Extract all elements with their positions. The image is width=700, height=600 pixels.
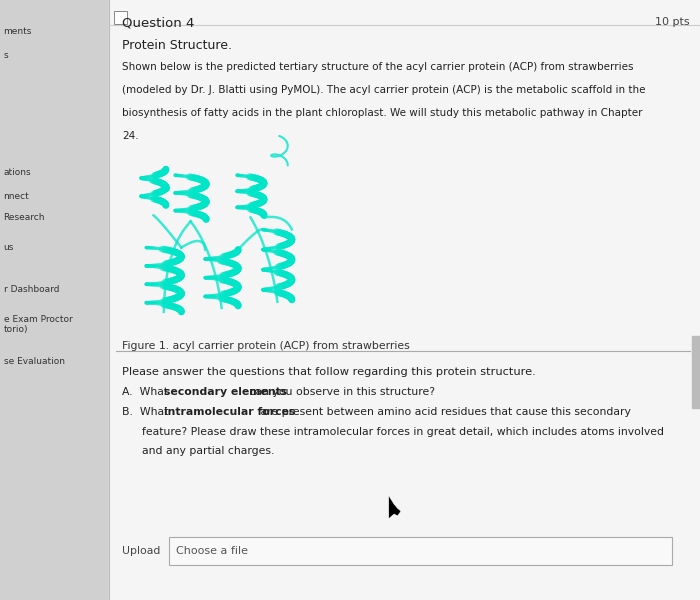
Text: 10 pts: 10 pts xyxy=(655,17,690,27)
Bar xyxy=(108,0,700,600)
Text: us: us xyxy=(4,243,14,252)
Bar xyxy=(114,11,127,24)
Text: secondary elements: secondary elements xyxy=(164,387,287,397)
Text: nnect: nnect xyxy=(4,192,29,201)
Text: feature? Please draw these intramolecular forces in great detail, which includes: feature? Please draw these intramolecula… xyxy=(142,427,664,437)
Text: Figure 1. acyl carrier protein (ACP) from strawberries: Figure 1. acyl carrier protein (ACP) fro… xyxy=(122,341,410,351)
Text: B.  What: B. What xyxy=(122,407,172,417)
Text: intramolecular forces: intramolecular forces xyxy=(164,407,295,417)
Text: e Exam Proctor
torio): e Exam Proctor torio) xyxy=(4,315,72,334)
Text: s: s xyxy=(4,51,8,60)
Text: Research: Research xyxy=(4,213,45,222)
Text: Protein Structure.: Protein Structure. xyxy=(122,39,232,52)
Bar xyxy=(0,0,108,600)
Text: se Evaluation: se Evaluation xyxy=(4,357,64,366)
Text: Please answer the questions that follow regarding this protein structure.: Please answer the questions that follow … xyxy=(122,367,536,377)
Text: Shown below is the predicted tertiary structure of the acyl carrier protein (ACP: Shown below is the predicted tertiary st… xyxy=(122,62,634,73)
Text: 24.: 24. xyxy=(122,131,139,141)
Text: Question 4: Question 4 xyxy=(122,17,195,30)
Text: Upload: Upload xyxy=(122,546,161,556)
Text: r Dashboard: r Dashboard xyxy=(4,285,59,294)
Bar xyxy=(692,336,700,408)
Text: Choose a file: Choose a file xyxy=(176,546,248,556)
Text: ations: ations xyxy=(4,168,31,177)
FancyBboxPatch shape xyxy=(169,537,672,565)
Text: are present between amino acid residues that cause this secondary: are present between amino acid residues … xyxy=(257,407,631,417)
Text: A.  What: A. What xyxy=(122,387,172,397)
Text: ments: ments xyxy=(4,27,32,36)
Polygon shape xyxy=(389,495,401,519)
Text: can you observe in this structure?: can you observe in this structure? xyxy=(246,387,435,397)
Text: biosynthesis of fatty acids in the plant chloroplast. We will study this metabol: biosynthesis of fatty acids in the plant… xyxy=(122,108,643,118)
Text: and any partial charges.: and any partial charges. xyxy=(142,446,274,457)
Text: (modeled by Dr. J. Blatti using PyMOL). The acyl carrier protein (ACP) is the me: (modeled by Dr. J. Blatti using PyMOL). … xyxy=(122,85,646,95)
